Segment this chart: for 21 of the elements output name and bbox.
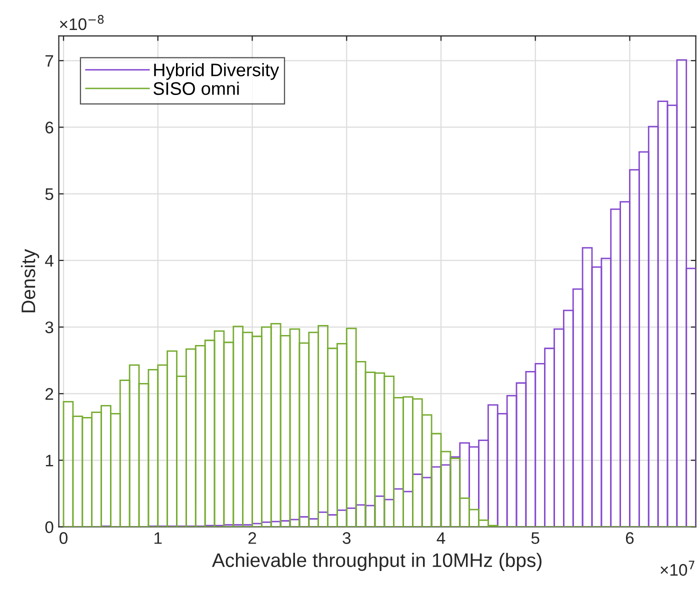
x-tick-label: 6 <box>626 532 634 544</box>
y-axis-title: Density <box>20 249 40 312</box>
y-tick-label: 3 <box>45 321 54 334</box>
x-tick-label: 2 <box>248 532 256 544</box>
y-tick-label: 7 <box>46 55 54 67</box>
x-tick-label: 1 <box>154 532 162 544</box>
y-tick-label: 2 <box>46 388 54 400</box>
y-tick-label: 4 <box>45 255 54 266</box>
legend-label: SISO omni <box>154 82 239 95</box>
y-tick-label: 5 <box>45 188 54 200</box>
y-tick-label: 1 <box>46 454 54 466</box>
x-tick-label: 5 <box>531 532 540 544</box>
x-tick-label: 0 <box>60 532 68 544</box>
y-tick-label: 0 <box>45 521 54 534</box>
y-tick-label: 6 <box>46 122 54 134</box>
x-axis-title: Achievable throughput in 10MHz (bps) <box>212 552 542 571</box>
x-tick-label: 3 <box>342 532 351 544</box>
legend-label: Hybrid Diversity <box>154 63 280 80</box>
text: ×10$^{−8}$ <box>60 14 104 30</box>
text: ×10$^{7}$ <box>660 560 694 576</box>
x-tick-label: 4 <box>436 532 446 544</box>
